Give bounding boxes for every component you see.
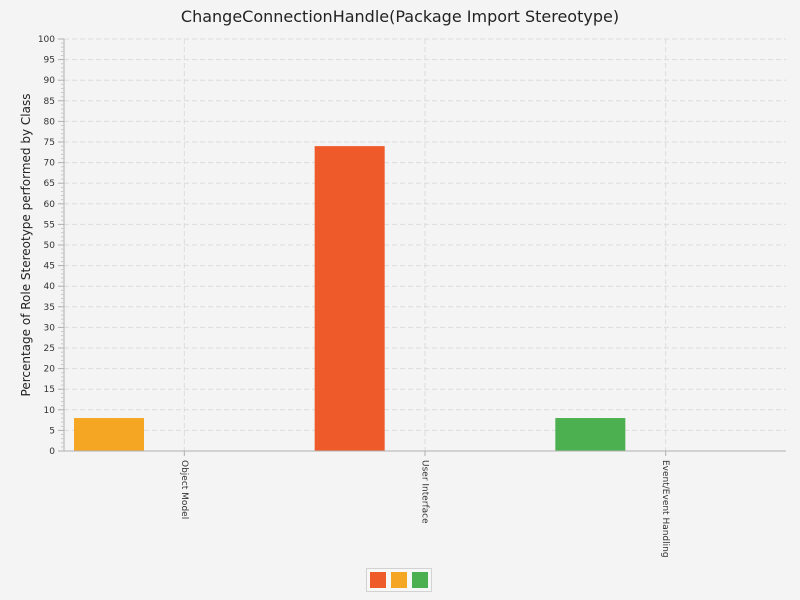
y-tick-label: 50 bbox=[44, 241, 56, 251]
y-tick-label: 0 bbox=[49, 447, 55, 457]
y-tick-label: 25 bbox=[44, 344, 55, 354]
bar-3 bbox=[555, 418, 626, 451]
y-tick-label: 20 bbox=[44, 365, 56, 375]
y-tick-label: 60 bbox=[44, 200, 56, 210]
y-tick-label: 15 bbox=[44, 385, 55, 395]
y-tick-label: 85 bbox=[44, 97, 55, 107]
y-tick-label: 10 bbox=[44, 406, 56, 416]
bar-1 bbox=[74, 418, 144, 451]
y-tick-label: 40 bbox=[44, 282, 56, 292]
y-tick-label: 100 bbox=[38, 35, 55, 45]
y-axis-label: Percentage of Role Stereotype performed … bbox=[19, 94, 33, 397]
x-tick-label: User Interface bbox=[420, 460, 430, 524]
y-tick-label: 45 bbox=[44, 262, 55, 272]
legend-swatch-2 bbox=[391, 572, 407, 588]
y-tick-label: 65 bbox=[44, 179, 55, 189]
x-tick-label: Event/Event Handling bbox=[660, 460, 670, 558]
y-tick-label: 80 bbox=[44, 117, 56, 127]
y-tick-label: 90 bbox=[44, 76, 56, 86]
legend bbox=[366, 568, 432, 592]
y-tick-label: 55 bbox=[44, 220, 55, 230]
bar-2 bbox=[314, 146, 385, 451]
y-tick-label: 5 bbox=[49, 426, 55, 436]
legend-swatch-3 bbox=[412, 572, 428, 588]
legend-swatch-1 bbox=[370, 572, 386, 588]
y-tick-label: 75 bbox=[44, 138, 55, 148]
y-tick-label: 35 bbox=[44, 303, 55, 313]
y-tick-label: 95 bbox=[44, 56, 55, 66]
chart-title: ChangeConnectionHandle(Package Import St… bbox=[180, 7, 620, 26]
y-tick-label: 70 bbox=[44, 159, 56, 169]
y-tick-label: 30 bbox=[44, 323, 56, 333]
x-tick-label: Object Model bbox=[179, 460, 189, 519]
